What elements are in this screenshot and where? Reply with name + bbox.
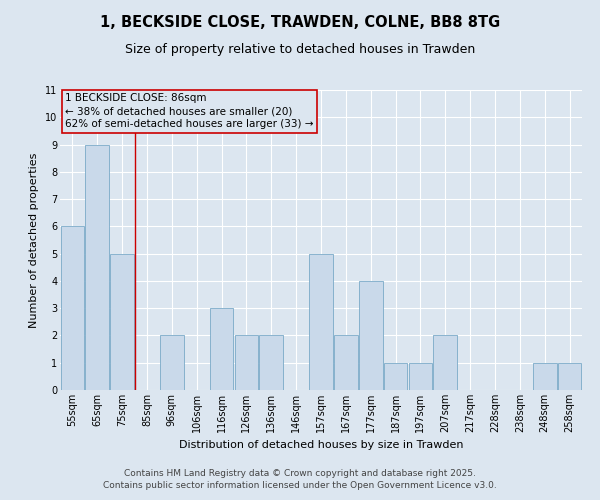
Text: Contains HM Land Registry data © Crown copyright and database right 2025.
Contai: Contains HM Land Registry data © Crown c… [103, 468, 497, 490]
Text: 1 BECKSIDE CLOSE: 86sqm
← 38% of detached houses are smaller (20)
62% of semi-de: 1 BECKSIDE CLOSE: 86sqm ← 38% of detache… [65, 93, 314, 130]
Text: Size of property relative to detached houses in Trawden: Size of property relative to detached ho… [125, 42, 475, 56]
Bar [259, 336, 283, 390]
Bar [558, 362, 581, 390]
Bar [433, 336, 457, 390]
Bar [309, 254, 333, 390]
Text: 1, BECKSIDE CLOSE, TRAWDEN, COLNE, BB8 8TG: 1, BECKSIDE CLOSE, TRAWDEN, COLNE, BB8 8… [100, 15, 500, 30]
Bar [359, 281, 383, 390]
X-axis label: Distribution of detached houses by size in Trawden: Distribution of detached houses by size … [179, 440, 463, 450]
Bar [210, 308, 233, 390]
Bar [85, 144, 109, 390]
Bar [110, 254, 134, 390]
Y-axis label: Number of detached properties: Number of detached properties [29, 152, 40, 328]
Bar [334, 336, 358, 390]
Bar [235, 336, 258, 390]
Bar [533, 362, 557, 390]
Bar [160, 336, 184, 390]
Bar [61, 226, 84, 390]
Bar [409, 362, 432, 390]
Bar [384, 362, 407, 390]
